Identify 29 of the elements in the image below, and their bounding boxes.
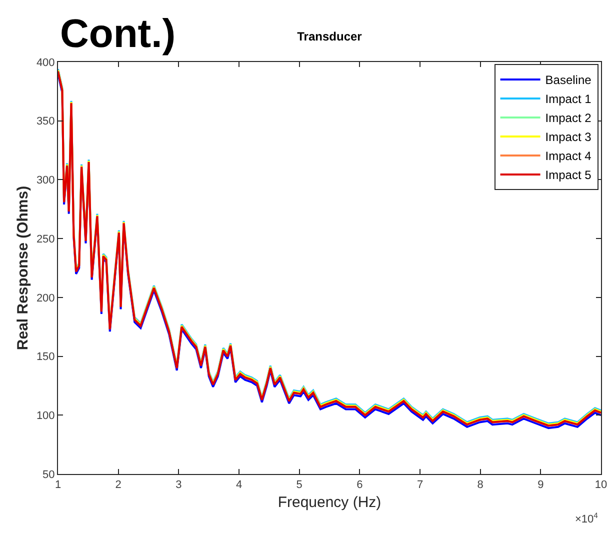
x-tick-label: 7: [416, 479, 424, 492]
y-tick-label: 300: [36, 174, 55, 187]
legend-label: Impact 4: [545, 149, 592, 164]
y-tick-label: 50: [42, 468, 55, 481]
y-tick-label: 250: [36, 233, 55, 246]
legend-label: Impact 3: [545, 130, 592, 144]
legend-label: Impact 2: [545, 111, 592, 126]
y-axis-title: Real Response (Ohms): [14, 186, 32, 350]
text: Cont.): [60, 12, 176, 56]
x-tick-label: 2: [115, 479, 122, 492]
x-tick-label: 10: [594, 479, 608, 492]
y-tick-label: 200: [36, 292, 55, 304]
legend-label: Impact 5: [545, 168, 592, 182]
x-tick-label: 5: [296, 479, 302, 492]
legend-label: Baseline: [545, 73, 592, 88]
y-tick-label: 150: [36, 351, 55, 364]
y-tick-label: 100: [36, 410, 55, 422]
x-tick-label: 3: [176, 479, 182, 492]
legend-label: Impact 1: [545, 92, 592, 106]
x-tick-label: 6: [356, 479, 363, 492]
y-tick-label: 350: [36, 116, 55, 128]
x-tick-label: 4: [236, 479, 242, 492]
x-tick-label: 9: [538, 479, 544, 492]
x-tick-label: 8: [477, 479, 484, 492]
x-axis-title: Frequency (Hz): [278, 494, 382, 512]
y-tick-label: 400: [36, 56, 55, 69]
chart-title: Transducer: [297, 30, 362, 44]
text: ×10$^{4}$: [575, 511, 599, 526]
x-tick-label: 1: [54, 479, 62, 492]
